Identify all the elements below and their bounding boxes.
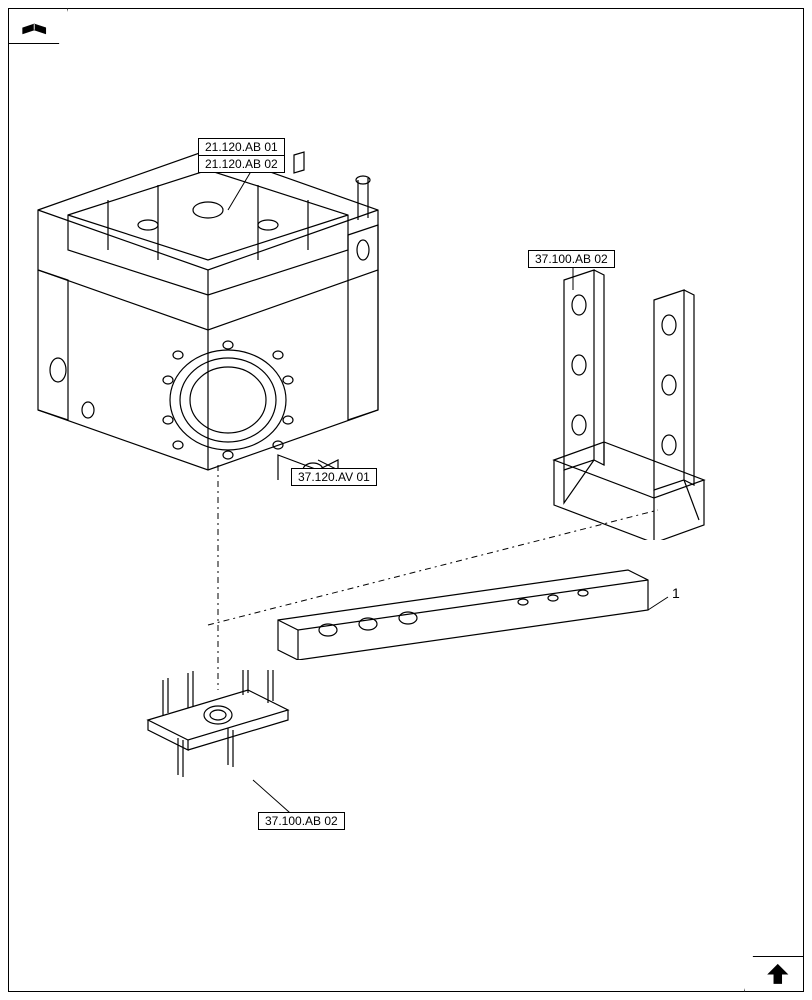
label-bottom-bracket: 37.100.AB 02 xyxy=(258,812,345,830)
label-boss: 37.120.AV 01 xyxy=(291,468,377,486)
label-bracket-right: 37.100.AB 02 xyxy=(528,250,615,268)
book-icon xyxy=(8,8,68,44)
diagram-container: 21.120.AB 01 21.120.AB 02 37.100.AB 02 3… xyxy=(8,80,804,950)
arrow-up-icon xyxy=(744,956,804,992)
label-housing-2: 21.120.AB 02 xyxy=(198,155,285,173)
bracket-right-drawing xyxy=(544,260,724,540)
item-number-drawbar: 1 xyxy=(672,585,680,601)
label-housing-1: 21.120.AB 01 xyxy=(198,138,285,156)
drawbar-drawing xyxy=(268,560,668,660)
bottom-bracket-drawing xyxy=(128,670,308,790)
label-stack-housing: 21.120.AB 01 21.120.AB 02 xyxy=(198,138,285,172)
